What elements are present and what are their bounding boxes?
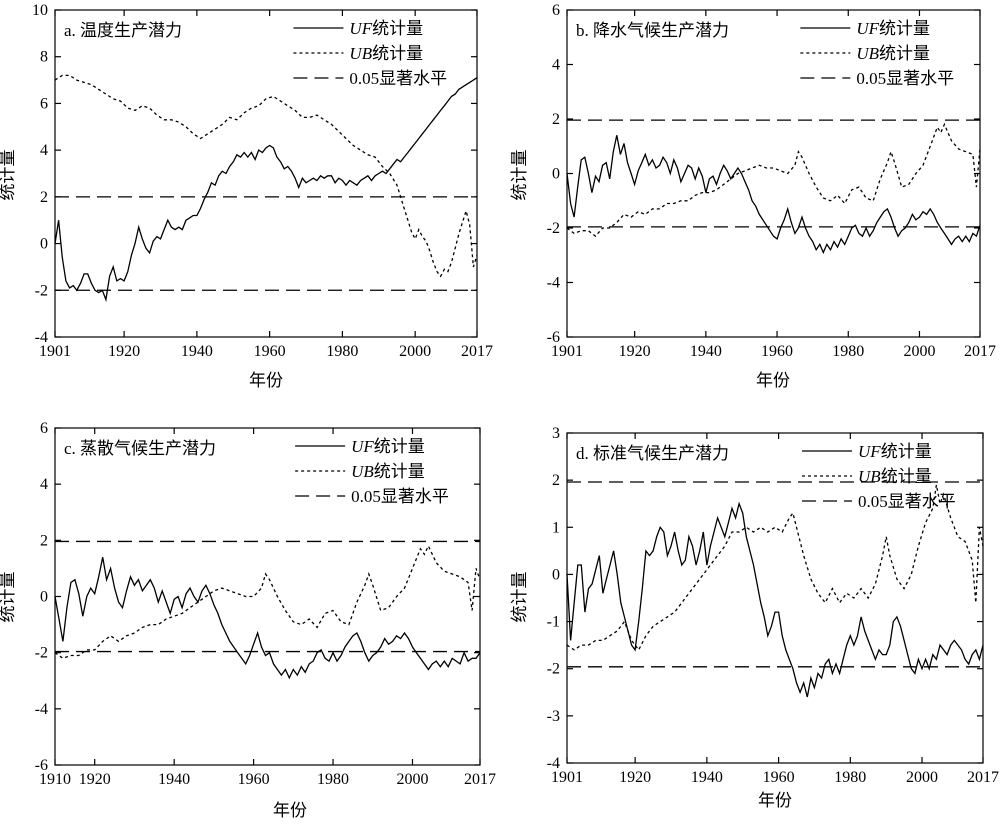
ub-series-line xyxy=(54,74,478,278)
x-tick-label: 1960 xyxy=(763,769,795,786)
y-tick-label: 2 xyxy=(552,111,560,128)
legend-entry: UF统计量 xyxy=(856,19,930,38)
x-tick-label: 2017 xyxy=(464,771,496,788)
y-tick-label: -2 xyxy=(547,661,560,678)
ub-series-line xyxy=(566,484,984,652)
x-tick-label: 1960 xyxy=(254,343,286,360)
y-tick-label: 4 xyxy=(552,57,560,74)
x-tick-label: 1960 xyxy=(238,771,270,788)
y-axis-label: 统计量 xyxy=(0,150,17,201)
y-axis-label: 统计量 xyxy=(510,572,529,623)
x-tick-label: 1940 xyxy=(181,343,213,360)
x-tick-label: 2017 xyxy=(964,343,996,360)
x-tick-label: 1910 xyxy=(39,771,71,788)
legend-entry: 0.05显著水平 xyxy=(351,487,449,506)
y-tick-label: 0 xyxy=(40,236,48,253)
y-tick-label: -2 xyxy=(35,645,48,662)
x-tick-label: 1901 xyxy=(551,343,583,360)
x-axis-label: 年份 xyxy=(273,801,307,820)
x-axis-label: 年份 xyxy=(249,371,283,390)
x-tick-label: 2017 xyxy=(461,343,493,360)
legend-entry: UB统计量 xyxy=(858,467,932,486)
legend-entry: 0.05显著水平 xyxy=(858,492,956,511)
legend-entry: UF统计量 xyxy=(858,442,932,461)
y-tick-label: 2 xyxy=(40,189,48,206)
uf-series-line xyxy=(54,557,481,680)
y-tick-label: 4 xyxy=(40,142,48,159)
y-tick-label: -2 xyxy=(547,220,560,237)
chart-title: a. 温度生产潜力 xyxy=(64,21,182,40)
x-tick-label: 1940 xyxy=(158,771,190,788)
x-tick-label: 1980 xyxy=(832,343,864,360)
y-tick-label: 6 xyxy=(552,2,560,19)
y-tick-label: 3 xyxy=(552,425,560,442)
y-tick-label: -6 xyxy=(547,329,560,346)
x-tick-label: 1980 xyxy=(317,771,349,788)
x-tick-label: 1980 xyxy=(326,343,358,360)
y-tick-label: -1 xyxy=(547,614,560,631)
legend-entry: UF统计量 xyxy=(349,19,423,38)
ub-series-line xyxy=(54,544,481,660)
x-tick-label: 2000 xyxy=(903,343,935,360)
x-tick-label: 1960 xyxy=(761,343,793,360)
x-tick-label: 2017 xyxy=(967,769,999,786)
legend-entry: UB统计量 xyxy=(856,44,930,63)
y-tick-label: -6 xyxy=(35,757,48,774)
plot-frame xyxy=(566,432,984,764)
chart-panel-4: -4 -3 -2 -1 0 1 2 3 1901 1920 1940 1960 1980 2000 2017… xyxy=(510,425,999,810)
uf-series-line xyxy=(566,501,984,698)
y-tick-label: 1 xyxy=(552,519,560,536)
x-tick-label: 1920 xyxy=(108,343,140,360)
uf-series-line xyxy=(54,77,478,303)
y-tick-label: -4 xyxy=(547,755,560,772)
chart-title: d. 标准气候生产潜力 xyxy=(576,444,729,463)
x-tick-label: 1920 xyxy=(79,771,111,788)
x-tick-label: 1980 xyxy=(834,769,866,786)
y-tick-label: -3 xyxy=(547,708,560,725)
chart-title: c. 蒸散气候生产潜力 xyxy=(64,439,216,458)
x-tick-label: 2000 xyxy=(906,769,938,786)
ub-series-line xyxy=(566,122,981,238)
x-tick-label: 1920 xyxy=(619,769,651,786)
legend-entry: 0.05显著水平 xyxy=(856,69,954,88)
y-tick-label: 2 xyxy=(552,472,560,489)
legend-entry: UF统计量 xyxy=(351,437,425,456)
x-tick-label: 1901 xyxy=(551,769,583,786)
chart-panel-2: -6 -4 -2 0 2 4 6 1901 1920 1940 1960 1980 2000 2017 年份… xyxy=(510,2,996,390)
legend-entry: UB统计量 xyxy=(351,462,425,481)
y-tick-label: 0 xyxy=(40,589,48,606)
y-axis-label: 统计量 xyxy=(510,150,529,201)
plot-frame xyxy=(54,9,478,338)
y-tick-label: 4 xyxy=(40,476,48,493)
x-tick-label: 1940 xyxy=(691,769,723,786)
y-tick-label: 8 xyxy=(40,49,48,66)
legend-entry: UB统计量 xyxy=(349,44,423,63)
x-tick-label: 2000 xyxy=(399,343,431,360)
chart-panel-3: -6 -4 -2 0 2 4 6 1910 1920 1940 1960 1980 2000 2017 年份… xyxy=(0,420,496,820)
y-tick-label: -2 xyxy=(35,282,48,299)
y-tick-label: -4 xyxy=(547,275,560,292)
x-axis-label: 年份 xyxy=(758,791,792,810)
x-tick-label: 1901 xyxy=(39,343,71,360)
y-tick-label: -4 xyxy=(35,701,48,718)
y-axis-label: 统计量 xyxy=(0,572,17,623)
y-tick-label: -4 xyxy=(35,329,48,346)
x-axis-label: 年份 xyxy=(756,371,790,390)
y-tick-label: 6 xyxy=(40,95,48,112)
y-tick-label: 10 xyxy=(32,2,48,19)
y-tick-label: 2 xyxy=(40,532,48,549)
y-tick-label: 0 xyxy=(552,566,560,583)
legend-entry: 0.05显著水平 xyxy=(349,69,447,88)
uf-series-line xyxy=(566,135,981,255)
y-tick-label: 6 xyxy=(40,420,48,437)
chart-panel-1: -4 -2 0 2 4 6 8 10 1901 1920 1940 1960 1980 2000 2017 年… xyxy=(0,2,493,390)
chart-title: b. 降水气候生产潜力 xyxy=(576,21,729,40)
x-tick-label: 1920 xyxy=(619,343,651,360)
x-tick-label: 2000 xyxy=(396,771,428,788)
x-tick-label: 1940 xyxy=(690,343,722,360)
y-tick-label: 0 xyxy=(552,166,560,183)
